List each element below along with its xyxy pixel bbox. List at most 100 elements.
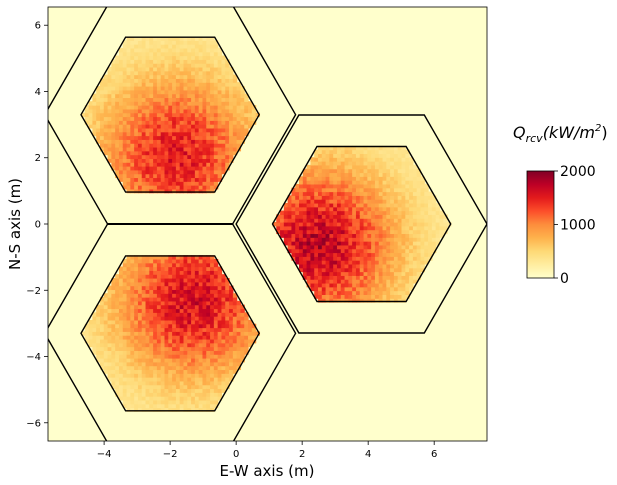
heat-cell	[302, 195, 308, 200]
heat-cell	[118, 146, 124, 152]
heat-cell	[302, 180, 308, 185]
heat-cell	[103, 297, 109, 302]
heat-cell	[333, 229, 338, 235]
heat-cell	[225, 369, 230, 374]
heat-cell	[153, 373, 158, 378]
heat-cell	[145, 51, 150, 57]
heat-cell	[118, 169, 124, 175]
heat-cell	[363, 210, 368, 215]
heat-cell	[202, 323, 207, 329]
heat-cell	[374, 145, 380, 151]
heat-cell	[172, 281, 177, 287]
heat-cell	[145, 312, 150, 317]
heat-cell	[355, 263, 361, 269]
heat-cell	[393, 275, 399, 280]
heat-cell	[137, 346, 143, 351]
heat-cell	[302, 244, 308, 250]
heat-cell	[145, 70, 150, 76]
heat-cell	[318, 263, 323, 269]
heat-cell	[221, 93, 226, 99]
heat-cell	[191, 388, 196, 393]
heat-cell	[401, 286, 406, 292]
heat-cell	[202, 308, 207, 313]
heat-cell	[160, 358, 166, 363]
heat-cell	[183, 188, 188, 194]
heat-cell	[126, 124, 131, 129]
heat-cell	[213, 270, 219, 275]
heat-cell	[156, 105, 162, 110]
heat-cell	[206, 285, 211, 291]
heat-cell	[191, 308, 196, 313]
heat-cell	[397, 286, 403, 292]
heat-cell	[397, 153, 403, 158]
heat-cell	[141, 331, 147, 336]
heat-cell	[153, 312, 158, 317]
heat-cell	[310, 187, 315, 193]
heat-cell	[367, 275, 372, 280]
heat-cell	[187, 300, 192, 306]
heat-cell	[130, 346, 135, 351]
heat-cell	[149, 373, 154, 378]
heat-cell	[221, 316, 226, 321]
heat-cell	[202, 47, 207, 53]
heat-cell	[107, 346, 112, 351]
heat-cell	[175, 124, 181, 129]
heat-cell	[405, 286, 410, 292]
heat-cell	[409, 164, 414, 170]
heat-cell	[420, 180, 425, 185]
heat-cell	[198, 262, 204, 268]
heat-cell	[179, 289, 185, 294]
heat-cell	[118, 101, 124, 106]
heat-cell	[393, 195, 399, 200]
heat-cell	[130, 369, 135, 374]
heat-cell	[217, 278, 223, 283]
heat-cell	[348, 206, 353, 212]
heat-cell	[340, 294, 346, 299]
heat-cell	[217, 66, 223, 72]
heat-cell	[126, 274, 131, 279]
heat-cell	[344, 263, 349, 269]
heat-cell	[168, 74, 173, 79]
heat-cell	[164, 146, 169, 152]
heat-cell	[333, 168, 338, 174]
heat-cell	[355, 153, 361, 158]
heat-cell	[355, 271, 361, 276]
heat-cell	[409, 252, 414, 257]
heat-cell	[321, 172, 327, 177]
heat-cell	[325, 271, 330, 276]
heat-cell	[306, 218, 312, 223]
heat-cell	[141, 40, 147, 45]
heat-cell	[329, 275, 334, 280]
heat-cell	[194, 40, 200, 45]
heat-cell	[405, 199, 410, 204]
heat-cell	[187, 297, 192, 302]
heat-cell	[168, 323, 173, 329]
heat-cell	[191, 51, 196, 57]
heat-cell	[183, 358, 188, 363]
heat-cell	[210, 112, 215, 118]
heat-cell	[160, 373, 166, 378]
heat-cell	[88, 124, 93, 129]
heat-cell	[386, 286, 391, 292]
heat-cell	[175, 396, 181, 401]
heat-cell	[164, 120, 169, 125]
heat-cell	[416, 252, 422, 257]
heat-cell	[382, 149, 387, 155]
heat-cell	[115, 101, 120, 106]
heat-cell	[217, 350, 223, 355]
heat-cell	[156, 304, 162, 310]
heat-cell	[229, 86, 234, 91]
heat-cell	[145, 346, 150, 351]
heat-cell	[134, 312, 139, 317]
heat-cell	[397, 202, 403, 208]
heat-cell	[336, 222, 342, 227]
heat-cell	[168, 304, 173, 310]
heat-cell	[153, 300, 158, 306]
heat-cell	[137, 59, 143, 64]
heat-cell	[134, 63, 139, 68]
heat-cell	[172, 331, 177, 336]
heat-cell	[111, 335, 116, 340]
heat-cell	[99, 304, 105, 310]
heat-cell	[156, 323, 162, 329]
